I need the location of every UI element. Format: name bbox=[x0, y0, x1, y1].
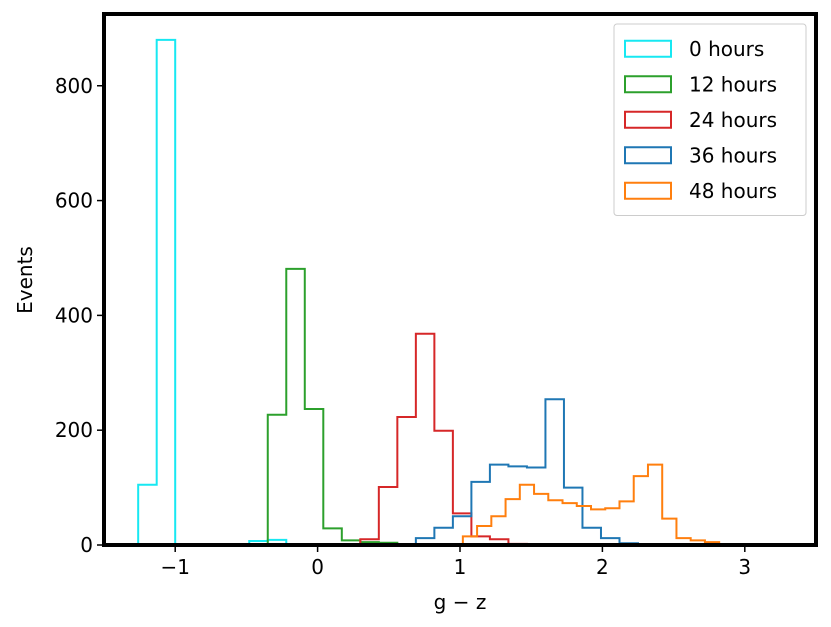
series-1-histogram bbox=[266, 267, 399, 545]
legend-label: 0 hours bbox=[689, 37, 764, 61]
legend-label: 24 hours bbox=[689, 108, 777, 132]
y-axis: 0 200 400 600 800 bbox=[55, 74, 104, 557]
x-axis: −1 0 1 2 3 bbox=[160, 545, 751, 579]
legend-box bbox=[613, 23, 807, 216]
series-3-histogram bbox=[414, 398, 639, 545]
series-0-histogram bbox=[137, 38, 288, 546]
x-tick-label: 2 bbox=[596, 555, 609, 579]
legend-swatch bbox=[624, 75, 672, 94]
legend-label: 36 hours bbox=[689, 143, 777, 167]
series-2-histogram bbox=[359, 332, 528, 545]
x-tick-label: −1 bbox=[160, 555, 189, 579]
legend-swatch bbox=[624, 146, 672, 165]
legend-label: 48 hours bbox=[689, 179, 777, 203]
legend-swatch bbox=[624, 110, 672, 129]
y-tick-label: 0 bbox=[80, 533, 93, 557]
legend-swatch bbox=[624, 39, 672, 58]
y-tick-label: 800 bbox=[55, 74, 93, 98]
y-axis-title: Events bbox=[13, 246, 37, 314]
series-4-histogram bbox=[461, 463, 721, 545]
legend: 0 hours 12 hours 24 hours 36 hours 48 hours bbox=[613, 23, 807, 216]
x-tick-label: 3 bbox=[738, 555, 751, 579]
y-tick-label: 200 bbox=[55, 418, 93, 442]
x-axis-title: g − z bbox=[434, 590, 487, 614]
y-tick-label: 400 bbox=[55, 303, 93, 327]
x-tick-label: 1 bbox=[454, 555, 467, 579]
x-tick-label: 0 bbox=[311, 555, 324, 579]
y-tick-label: 600 bbox=[55, 189, 93, 213]
legend-swatch bbox=[624, 181, 672, 200]
legend-label: 12 hours bbox=[689, 72, 777, 96]
